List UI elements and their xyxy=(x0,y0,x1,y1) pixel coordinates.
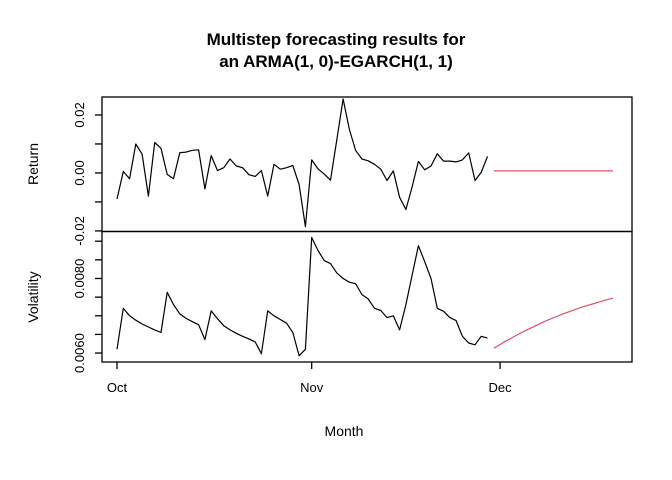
top-y-tick-label: 0.00 xyxy=(72,160,87,185)
top-y-tick-label: -0.02 xyxy=(72,216,87,246)
chart-title-line2: an ARMA(1, 0)-EGARCH(1, 1) xyxy=(219,52,453,71)
x-tick-label-oct: Oct xyxy=(107,380,128,395)
top-observed-line xyxy=(116,98,489,228)
chart-title-line1: Multistep forecasting results for xyxy=(207,30,466,49)
bottom-panel-box xyxy=(101,230,633,363)
x-tick-label-dec: Dec xyxy=(489,380,513,395)
plot-panels: -0.02 0.00 0.02 0.0060 0.0080 Oct Nov Dec xyxy=(72,96,633,395)
top-panel-box xyxy=(101,96,633,233)
bottom-y-tick-label: 0.0080 xyxy=(72,259,87,299)
bottom-y-tick-label: 0.0060 xyxy=(72,333,87,373)
y-axis-title-return: Return xyxy=(25,143,41,185)
bottom-forecast-line xyxy=(493,297,614,349)
x-axis-title: Month xyxy=(325,423,364,439)
x-tick-label-nov: Nov xyxy=(300,380,324,395)
top-y-tick-label: 0.02 xyxy=(72,102,87,127)
y-axis-title-volatility: Volatility xyxy=(25,271,41,322)
bottom-observed-line xyxy=(116,236,488,357)
